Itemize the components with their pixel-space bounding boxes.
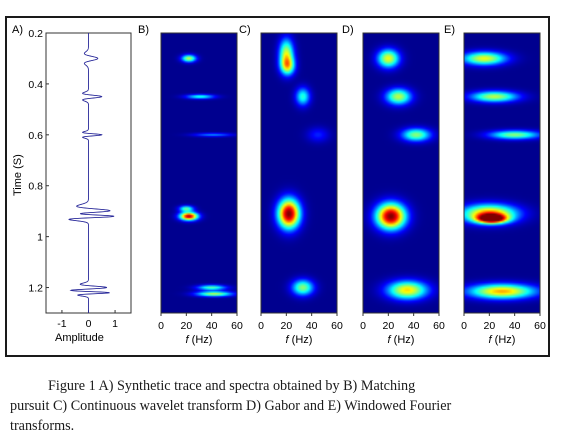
- spectrum-x-tick-label: 40: [206, 320, 218, 332]
- spectrum-xlabel: f (Hz): [388, 334, 415, 346]
- spectrum-x-tick-label: 0: [461, 320, 467, 332]
- spectrum-xlabel-symbol: f: [286, 334, 290, 346]
- spectrum-xlabel: f (Hz): [489, 334, 516, 346]
- spectrum-heatmap: [464, 33, 540, 313]
- spectrum-x-tick-label: 40: [509, 320, 521, 332]
- spectrum-heatmap: [261, 33, 337, 313]
- trace-xlabel: Amplitude: [55, 332, 104, 344]
- trace-y-tick-label: 0.8: [28, 181, 43, 193]
- spectrum-xlabel-unit: (Hz): [289, 334, 313, 346]
- spectrum-panel-cwt: 0 20 40 60 f (Hz): [258, 32, 343, 346]
- spectrum-x-tick-label: 60: [331, 320, 343, 332]
- spectrum-xlabel: f (Hz): [286, 334, 313, 346]
- spectrum-axes-box: [260, 32, 338, 314]
- spectrum-axes-box: [160, 32, 238, 314]
- spectrum-panel-windowed-fourier: 0 20 40 60 f (Hz): [461, 32, 546, 346]
- caption-line-2: pursuit C) Continuous wavelet transform …: [10, 398, 452, 414]
- trace-y-tick-label: 1: [37, 232, 43, 244]
- caption-line-3: transforms.: [10, 418, 75, 434]
- panel-label-c: C): [239, 24, 251, 36]
- spectrum-x-tick-label: 40: [408, 320, 420, 332]
- spectrum-axes-box: [362, 32, 440, 314]
- spectrum-xlabel-symbol: f: [186, 334, 190, 346]
- figure-frame: A) B) C) D) E) 0.2 0.4 0.6 0.8 1 1.2 -1 0 1 Tim…: [5, 16, 550, 357]
- spectrum-xlabel-symbol: f: [489, 334, 493, 346]
- spectrum-panel-gabor: 0 20 40 60 f (Hz): [360, 32, 445, 346]
- panel-label-b: B): [138, 24, 149, 36]
- panel-label-a: A): [12, 24, 23, 36]
- spectrum-xlabel: f (Hz): [186, 334, 213, 346]
- spectrum-x-tick-label: 0: [258, 320, 264, 332]
- spectrum-axes-box: [463, 32, 541, 314]
- spectrum-panel-matching-pursuit: 0 20 40 60 f (Hz): [158, 32, 243, 346]
- figure-caption: Figure 1 A) Synthetic trace and spectra …: [10, 376, 552, 436]
- trace-x-tick-label: -1: [57, 318, 66, 330]
- trace-y-ticks: 0.2 0.4 0.6 0.8 1 1.2: [28, 28, 49, 295]
- spectrum-x-tick-label: 0: [158, 320, 164, 332]
- trace-y-tick-label: 0.6: [28, 130, 43, 142]
- panel-label-e: E): [444, 24, 455, 36]
- panel-label-d: D): [342, 24, 354, 36]
- spectrum-xlabel-unit: (Hz): [492, 334, 516, 346]
- caption-line-1: Figure 1 A) Synthetic trace and spectra …: [48, 378, 416, 394]
- spectrum-x-tick-label: 40: [306, 320, 318, 332]
- trace-x-tick-label: 0: [86, 318, 92, 330]
- spectrum-x-tick-label: 0: [360, 320, 366, 332]
- spectrum-x-tick-label: 60: [433, 320, 445, 332]
- trace-line: [68, 33, 115, 313]
- spectrum-x-tick-label: 20: [280, 320, 292, 332]
- trace-y-tick-label: 0.2: [28, 28, 43, 40]
- spectrum-x-tick-label: 20: [382, 320, 394, 332]
- spectrum-x-tick-label: 20: [180, 320, 192, 332]
- trace-ylabel: Time (S): [12, 154, 24, 196]
- trace-panel: 0.2 0.4 0.6 0.8 1 1.2 -1 0 1 Time (S) Amplitude: [12, 28, 132, 344]
- spectrum-x-tick-label: 60: [231, 320, 243, 332]
- spectrum-heatmap: [161, 33, 237, 313]
- spectrum-xlabel-unit: (Hz): [189, 334, 213, 346]
- spectrum-xlabel-symbol: f: [388, 334, 392, 346]
- trace-y-tick-label: 0.4: [28, 79, 43, 91]
- spectrum-x-tick-label: 60: [534, 320, 546, 332]
- trace-y-tick-label: 1.2: [28, 283, 43, 295]
- figure-plot: A) B) C) D) E) 0.2 0.4 0.6 0.8 1 1.2 -1 0 1 Tim…: [12, 24, 546, 346]
- spectrum-xlabel-unit: (Hz): [391, 334, 415, 346]
- spectrum-x-tick-label: 20: [483, 320, 495, 332]
- trace-x-tick-label: 1: [112, 318, 118, 330]
- spectrum-heatmap: [363, 33, 439, 313]
